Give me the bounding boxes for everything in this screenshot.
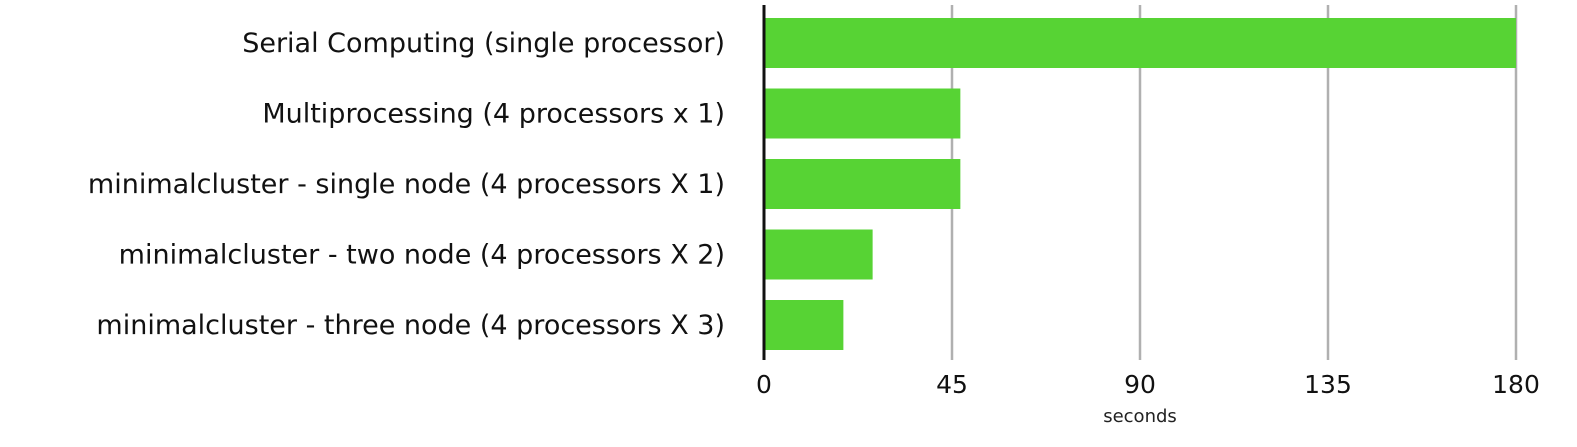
x-tick-label: 90: [1124, 370, 1156, 399]
x-tick-label: 45: [936, 370, 968, 399]
bar: [764, 18, 1516, 68]
category-labels: Serial Computing (single processor) Multi…: [88, 28, 725, 341]
category-label: minimalcluster - single node (4 processo…: [88, 169, 725, 200]
category-label: minimalcluster - three node (4 processor…: [96, 310, 725, 341]
bar: [764, 88, 961, 139]
x-tick-labels: 0 45 90 135 180: [756, 370, 1540, 399]
x-tick-label: 180: [1492, 370, 1540, 399]
category-label: Multiprocessing (4 processors x 1): [262, 99, 725, 130]
x-axis-title: seconds: [1103, 406, 1177, 427]
bar: [764, 229, 873, 280]
bar: [764, 300, 844, 350]
category-label: Serial Computing (single processor): [242, 28, 725, 59]
x-tick-label: 0: [756, 370, 772, 399]
bars: [764, 18, 1516, 350]
bar: [764, 159, 961, 209]
x-tick-label: 135: [1304, 370, 1352, 399]
category-label: minimalcluster - two node (4 processors …: [119, 240, 725, 271]
